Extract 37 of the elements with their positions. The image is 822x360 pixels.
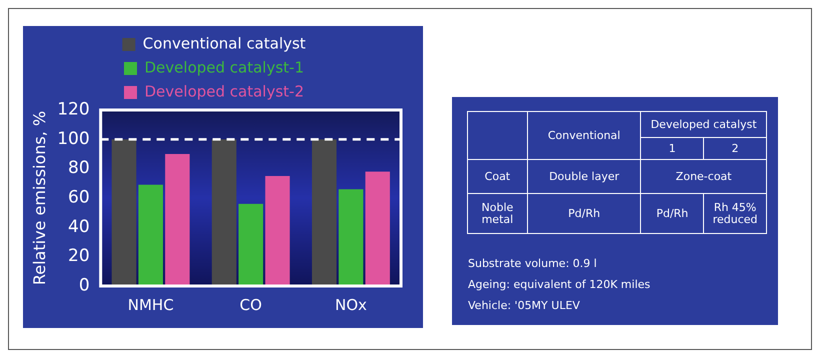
legend-label: Developed catalyst-2 bbox=[144, 82, 304, 100]
text: 2 bbox=[704, 138, 766, 160]
bar bbox=[338, 189, 364, 286]
bar bbox=[238, 204, 264, 286]
y-tick-label: 20 bbox=[68, 246, 90, 266]
y-tick-label: 80 bbox=[68, 158, 90, 178]
text: Pd/Rh bbox=[527, 194, 641, 234]
text: Vehicle: '05MY ULEV bbox=[468, 299, 580, 312]
text: 1 bbox=[640, 138, 704, 160]
text: Conventional bbox=[527, 112, 641, 160]
text: Zone-coat bbox=[640, 160, 766, 194]
y-axis-title: Relative emissions, % bbox=[30, 110, 49, 286]
legend-label: Developed catalyst-1 bbox=[144, 58, 304, 76]
text: Ageing: equivalent of 120K miles bbox=[468, 278, 650, 291]
bar bbox=[112, 139, 136, 286]
bar bbox=[265, 176, 290, 286]
bar bbox=[312, 139, 337, 286]
x-tick-label: CO bbox=[240, 296, 262, 314]
x-tick-label: NMHC bbox=[128, 296, 174, 314]
legend-label: Conventional catalyst bbox=[142, 34, 306, 52]
y-tick-label: 60 bbox=[68, 187, 90, 208]
y-tick-label: 100 bbox=[57, 128, 90, 149]
text: Substrate volume: 0.9 l bbox=[468, 257, 597, 270]
text: Developed catalyst bbox=[640, 112, 766, 138]
text: Pd/Rh bbox=[640, 194, 704, 234]
y-tick-label: 40 bbox=[68, 216, 90, 237]
text: Rh 45% reduced bbox=[704, 194, 766, 234]
text: Noble metal bbox=[468, 194, 528, 234]
text: Double layer bbox=[527, 160, 641, 194]
x-tick-label: NOx bbox=[334, 296, 368, 314]
bar bbox=[138, 184, 163, 286]
bar bbox=[365, 172, 390, 286]
y-tick-label: 0 bbox=[78, 275, 90, 296]
bar bbox=[212, 139, 236, 286]
y-tick-label: 120 bbox=[57, 99, 90, 120]
text: Coat bbox=[468, 160, 528, 194]
bar bbox=[165, 154, 190, 286]
